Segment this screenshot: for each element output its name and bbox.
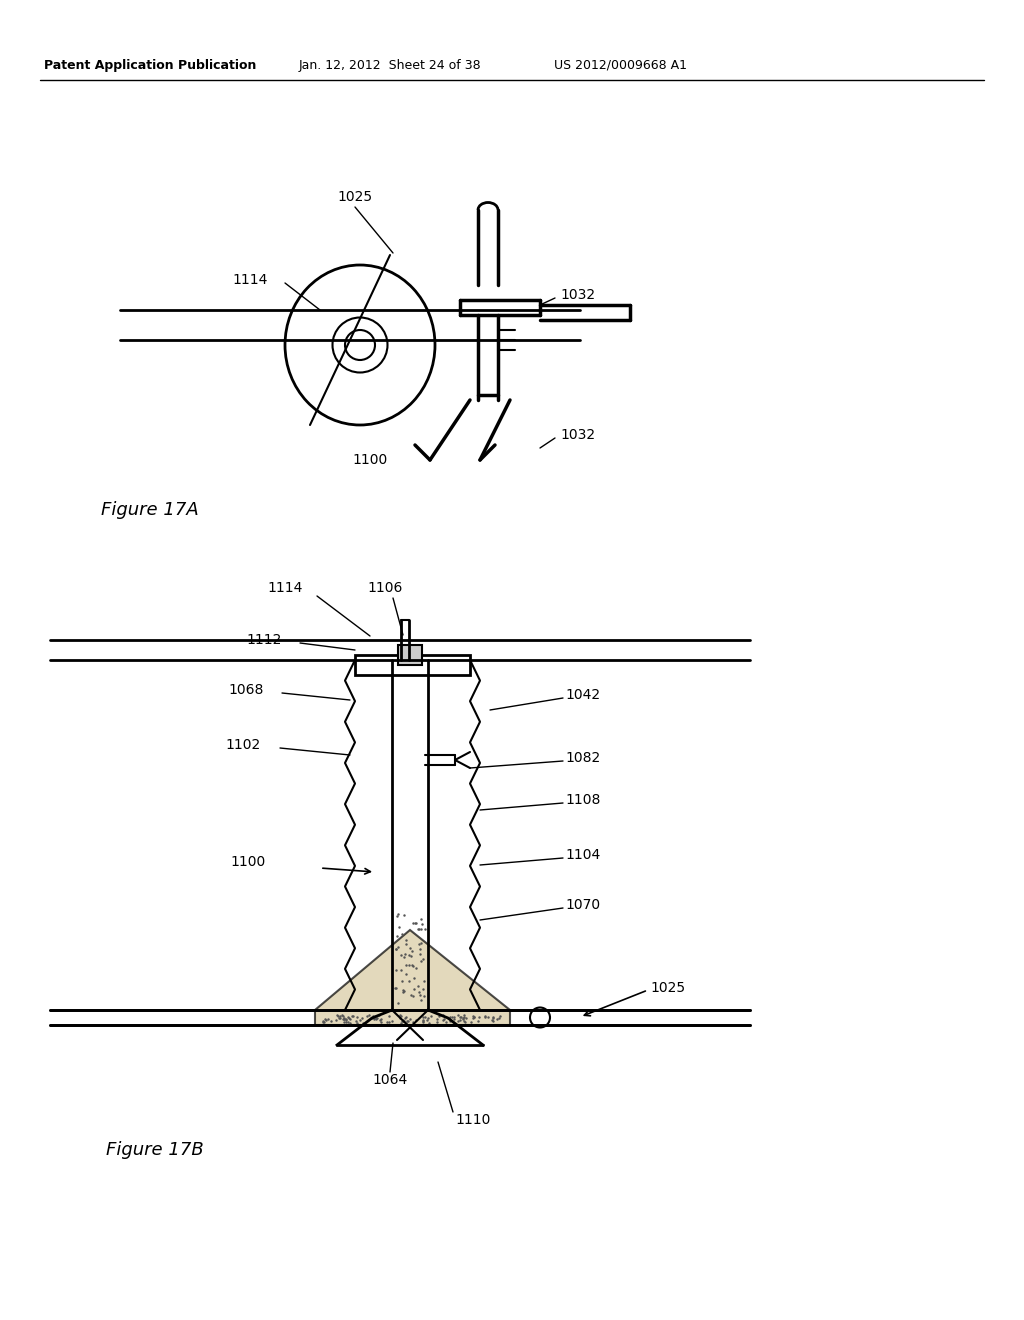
Text: 1025: 1025 bbox=[650, 981, 685, 995]
Text: 1102: 1102 bbox=[225, 738, 261, 752]
Text: 1100: 1100 bbox=[230, 855, 265, 869]
Text: 1112: 1112 bbox=[247, 634, 282, 647]
Text: 1032: 1032 bbox=[560, 288, 595, 302]
Text: 1106: 1106 bbox=[368, 581, 402, 595]
Text: 1032: 1032 bbox=[560, 428, 595, 442]
Text: Patent Application Publication: Patent Application Publication bbox=[44, 58, 256, 71]
Text: 1108: 1108 bbox=[565, 793, 600, 807]
Text: 1042: 1042 bbox=[565, 688, 600, 702]
Text: 1104: 1104 bbox=[565, 847, 600, 862]
Text: 1025: 1025 bbox=[338, 190, 373, 205]
Text: Figure 17B: Figure 17B bbox=[106, 1140, 204, 1159]
Text: 1100: 1100 bbox=[352, 453, 388, 467]
Bar bbox=[398, 645, 422, 665]
Text: 1068: 1068 bbox=[228, 682, 264, 697]
Text: 1064: 1064 bbox=[373, 1073, 408, 1086]
Text: US 2012/0009668 A1: US 2012/0009668 A1 bbox=[554, 58, 686, 71]
Polygon shape bbox=[315, 931, 510, 1026]
Text: Jan. 12, 2012  Sheet 24 of 38: Jan. 12, 2012 Sheet 24 of 38 bbox=[299, 58, 481, 71]
Text: 1114: 1114 bbox=[267, 581, 303, 595]
Text: 1114: 1114 bbox=[232, 273, 267, 286]
Text: 1110: 1110 bbox=[455, 1113, 490, 1127]
Bar bbox=[355, 655, 470, 675]
Text: 1082: 1082 bbox=[565, 751, 600, 766]
Text: 1070: 1070 bbox=[565, 898, 600, 912]
Text: Figure 17A: Figure 17A bbox=[101, 502, 199, 519]
